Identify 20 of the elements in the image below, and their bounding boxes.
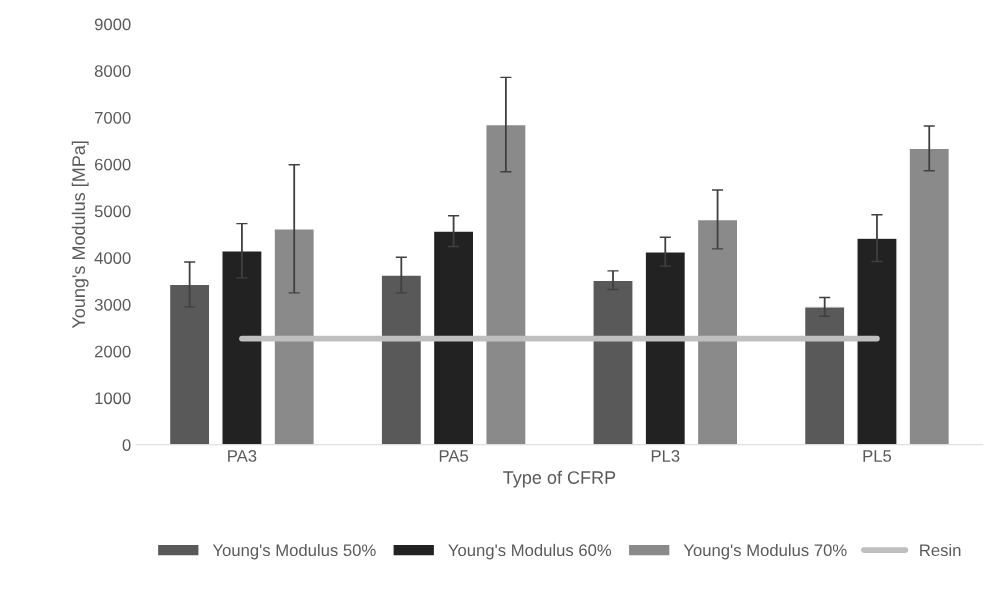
legend-label: Young's Modulus 70% xyxy=(683,543,847,560)
y-tick-label: 6000 xyxy=(94,158,131,171)
y-tick-label: 3000 xyxy=(94,298,131,311)
y-tick-label: 4000 xyxy=(94,252,131,264)
y-tick-label: 7000 xyxy=(95,111,131,124)
legend-label: Young's Modulus 60% xyxy=(448,543,612,560)
y-axis-title: Young's Modulus [MPa] xyxy=(71,141,89,329)
y-tick-label: 2000 xyxy=(94,345,131,358)
y-tick-label: 8000 xyxy=(94,65,131,77)
y-tick-label: 9000 xyxy=(94,18,131,31)
y-tick-label: 0 xyxy=(122,439,131,451)
x-tick-label: PA5 xyxy=(439,450,469,462)
x-axis-title: Type of CFRP xyxy=(503,470,616,488)
y-tick-label: 1000 xyxy=(95,392,131,405)
y-tick-label: 5000 xyxy=(94,205,131,218)
x-tick-label: PA3 xyxy=(228,450,257,462)
legend-label: Young's Modulus 50% xyxy=(212,543,376,560)
x-tick-label: PL3 xyxy=(651,450,680,462)
x-tick-label: PL5 xyxy=(863,450,892,462)
legend-label: Resin xyxy=(920,543,961,557)
